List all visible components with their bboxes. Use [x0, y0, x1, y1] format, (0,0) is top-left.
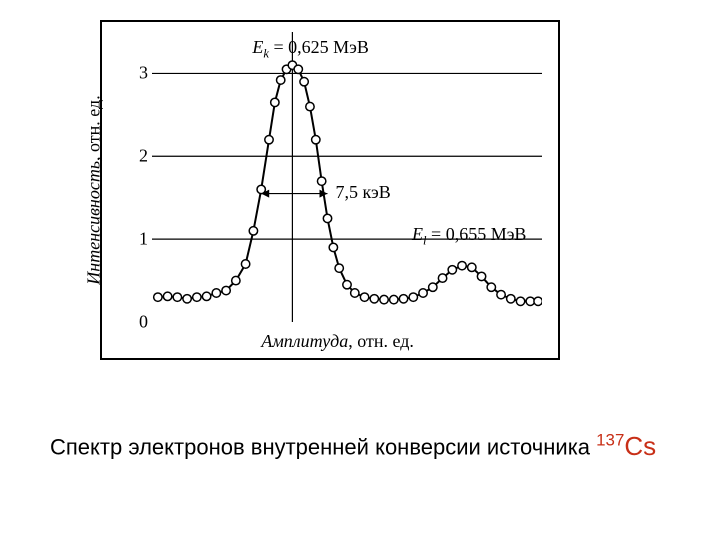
peak-l-symbol: E: [412, 224, 423, 244]
y-tick: 2: [128, 146, 148, 167]
plot-area: Ek = 0,625 МэВ El = 0,655 МэВ 7,5 кэВ: [152, 32, 542, 322]
x-axis-label-units: , отн. ед.: [348, 331, 414, 351]
y-axis-label-units: , отн. ед.: [84, 95, 104, 161]
caption-isotope-mass: 137: [596, 430, 624, 449]
y-axis-label-word: Интенсивность: [84, 161, 104, 285]
chart-container: Интенсивность, отн. ед. Амплитуда, отн. …: [100, 20, 560, 360]
y-axis-label: Интенсивность, отн. ед.: [84, 95, 105, 284]
page: Интенсивность, отн. ед. Амплитуда, отн. …: [0, 0, 720, 540]
caption-isotope: 137Cs: [596, 431, 656, 461]
peak-k-symbol: E: [252, 37, 263, 57]
caption-text: Спектр электронов внутренней конверсии и…: [50, 435, 596, 460]
x-axis-label: Амплитуда, отн. ед.: [261, 331, 414, 352]
x-axis-label-word: Амплитуда: [261, 331, 348, 351]
peak-k-label: Ek = 0,625 МэВ: [252, 37, 368, 62]
chart-svg: [152, 32, 542, 322]
peak-l-value: = 0,655 МэВ: [427, 224, 527, 244]
y-tick: 0: [128, 312, 148, 333]
fwhm-label: 7,5 кэВ: [336, 182, 391, 203]
peak-k-value: = 0,625 МэВ: [269, 37, 369, 57]
caption-isotope-symbol: Cs: [624, 431, 656, 461]
peak-l-label: El = 0,655 МэВ: [412, 224, 526, 249]
y-tick: 3: [128, 63, 148, 84]
y-tick: 1: [128, 229, 148, 250]
caption: Спектр электронов внутренней конверсии и…: [50, 430, 670, 462]
